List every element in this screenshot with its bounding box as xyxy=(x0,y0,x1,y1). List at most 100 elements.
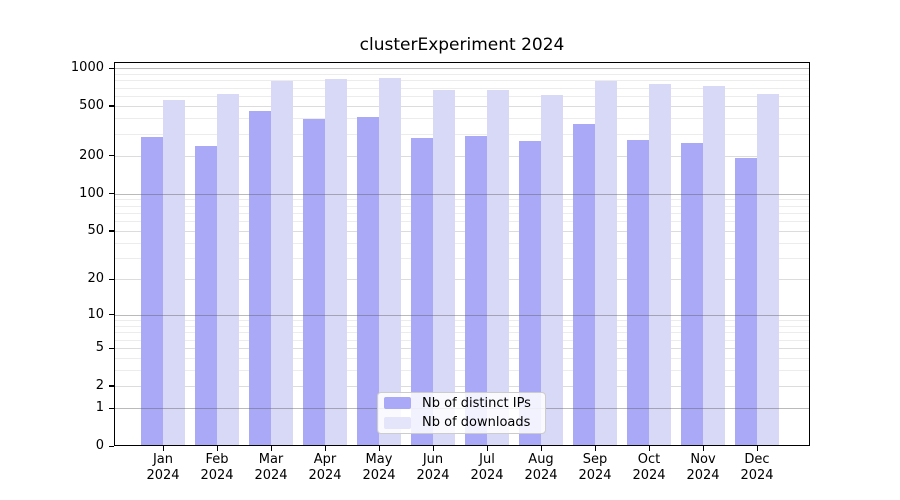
xtick-mark-oct xyxy=(648,446,650,451)
ytick-label-1: 1 xyxy=(95,400,104,416)
xtick-month: Oct xyxy=(637,452,661,467)
xtick-mark-dec xyxy=(756,446,758,451)
xtick-month: Aug xyxy=(528,452,554,467)
xtick-label-may: May 2024 xyxy=(347,452,411,484)
bar-downloads-nov xyxy=(703,86,725,445)
bar-downloads-apr xyxy=(325,79,347,445)
bar-ips-apr xyxy=(303,119,325,445)
gridline-minor-40 xyxy=(115,242,809,244)
bar-ips-dec xyxy=(735,158,757,445)
ytick-mark-10 xyxy=(109,314,114,316)
gridline-minor-9 xyxy=(115,320,809,321)
legend-row-distinct-ips: Nb of distinct IPs xyxy=(384,395,539,412)
ytick-mark-20 xyxy=(109,278,114,281)
bar-downloads-feb xyxy=(217,94,239,445)
bar-ips-feb xyxy=(195,146,217,445)
gridline-5 xyxy=(115,348,809,349)
gridline-minor-3 xyxy=(115,370,809,372)
bar-downloads-may xyxy=(379,78,401,445)
ytick-label-1000: 1000 xyxy=(70,60,104,75)
chart-title: clusterExperiment 2024 xyxy=(359,35,565,55)
ytick-mark-2 xyxy=(109,385,114,387)
gridline-minor-90 xyxy=(115,199,809,201)
xtick-mark-nov xyxy=(702,446,704,451)
xtick-year: 2024 xyxy=(686,468,720,483)
xtick-year: 2024 xyxy=(470,468,504,483)
ytick-label-50: 50 xyxy=(87,222,104,238)
ytick-label-0: 0 xyxy=(95,438,104,453)
xtick-month: Dec xyxy=(744,452,770,467)
gridline-minor-400 xyxy=(115,118,809,120)
bar-downloads-aug xyxy=(541,94,563,445)
xtick-month: Feb xyxy=(205,452,229,467)
xtick-year: 2024 xyxy=(524,468,558,483)
xtick-mark-jan xyxy=(162,446,164,451)
ytick-label-5: 5 xyxy=(95,340,104,355)
gridline-minor-30 xyxy=(115,258,809,260)
gridline-500 xyxy=(115,105,809,107)
gridline-2 xyxy=(115,385,809,387)
xtick-month: Nov xyxy=(690,452,716,467)
legend-label-distinct-ips: Nb of distinct IPs xyxy=(422,395,531,411)
gridline-200 xyxy=(115,155,809,157)
gridline-minor-8 xyxy=(115,325,809,327)
xtick-year: 2024 xyxy=(200,468,234,483)
xtick-year: 2024 xyxy=(254,468,288,483)
xtick-month: Sep xyxy=(582,452,608,467)
gridline-minor-60 xyxy=(115,221,809,223)
gridline-minor-6 xyxy=(115,339,809,341)
xtick-month: Jul xyxy=(479,452,495,467)
xtick-month: Jan xyxy=(152,452,174,467)
xtick-mark-jun xyxy=(432,446,434,451)
xtick-label-dec: Dec 2024 xyxy=(725,452,789,484)
ytick-label-500: 500 xyxy=(79,97,104,113)
xtick-label-jul: Jul 2024 xyxy=(455,452,519,484)
xtick-mark-may xyxy=(378,446,380,451)
legend-swatch-downloads xyxy=(384,416,411,429)
xtick-month: May xyxy=(365,452,393,467)
ytick-mark-5 xyxy=(109,347,114,349)
gridline-minor-80 xyxy=(115,205,809,207)
xtick-mark-jul xyxy=(486,446,488,451)
xtick-mark-apr xyxy=(324,446,326,451)
ytick-mark-0 xyxy=(109,445,114,447)
bar-downloads-dec xyxy=(757,93,779,445)
ytick-label-20: 20 xyxy=(87,271,104,287)
xtick-month: Jun xyxy=(422,452,444,467)
bar-ips-jul xyxy=(465,136,487,445)
ytick-mark-1 xyxy=(109,407,114,409)
xtick-label-nov: Nov 2024 xyxy=(671,452,735,484)
gridline-minor-4 xyxy=(115,357,809,359)
xtick-mark-aug xyxy=(540,446,542,451)
gridline-minor-70 xyxy=(115,212,809,214)
bar-downloads-jun xyxy=(433,90,455,445)
gridline-50 xyxy=(115,230,809,232)
xtick-month: Apr xyxy=(313,452,337,467)
ytick-mark-200 xyxy=(109,155,114,157)
legend-row-downloads: Nb of downloads xyxy=(384,415,539,432)
gridline-20 xyxy=(115,279,809,281)
xtick-year: 2024 xyxy=(578,468,612,483)
ytick-label-10: 10 xyxy=(87,306,104,322)
xtick-label-mar: Mar 2024 xyxy=(239,452,303,484)
xtick-label-aug: Aug 2024 xyxy=(509,452,573,484)
xtick-label-jan: Jan 2024 xyxy=(131,452,195,484)
bar-ips-jun xyxy=(411,137,433,445)
gridline-minor-700 xyxy=(115,87,809,89)
bar-ips-mar xyxy=(249,111,271,445)
ytick-label-2: 2 xyxy=(95,377,104,393)
xtick-label-oct: Oct 2024 xyxy=(617,452,681,484)
bar-ips-oct xyxy=(627,140,649,445)
ytick-mark-500 xyxy=(109,105,114,107)
gridline-minor-900 xyxy=(115,73,809,75)
ytick-mark-1000 xyxy=(109,67,114,69)
xtick-label-apr: Apr 2024 xyxy=(293,452,357,484)
ytick-mark-100 xyxy=(109,193,114,195)
xtick-mark-mar xyxy=(270,446,272,451)
gridline-100 xyxy=(115,193,809,195)
ytick-label-100: 100 xyxy=(79,185,104,201)
xtick-label-sep: Sep 2024 xyxy=(563,452,627,484)
xtick-year: 2024 xyxy=(416,468,450,483)
xtick-mark-feb xyxy=(216,446,218,451)
